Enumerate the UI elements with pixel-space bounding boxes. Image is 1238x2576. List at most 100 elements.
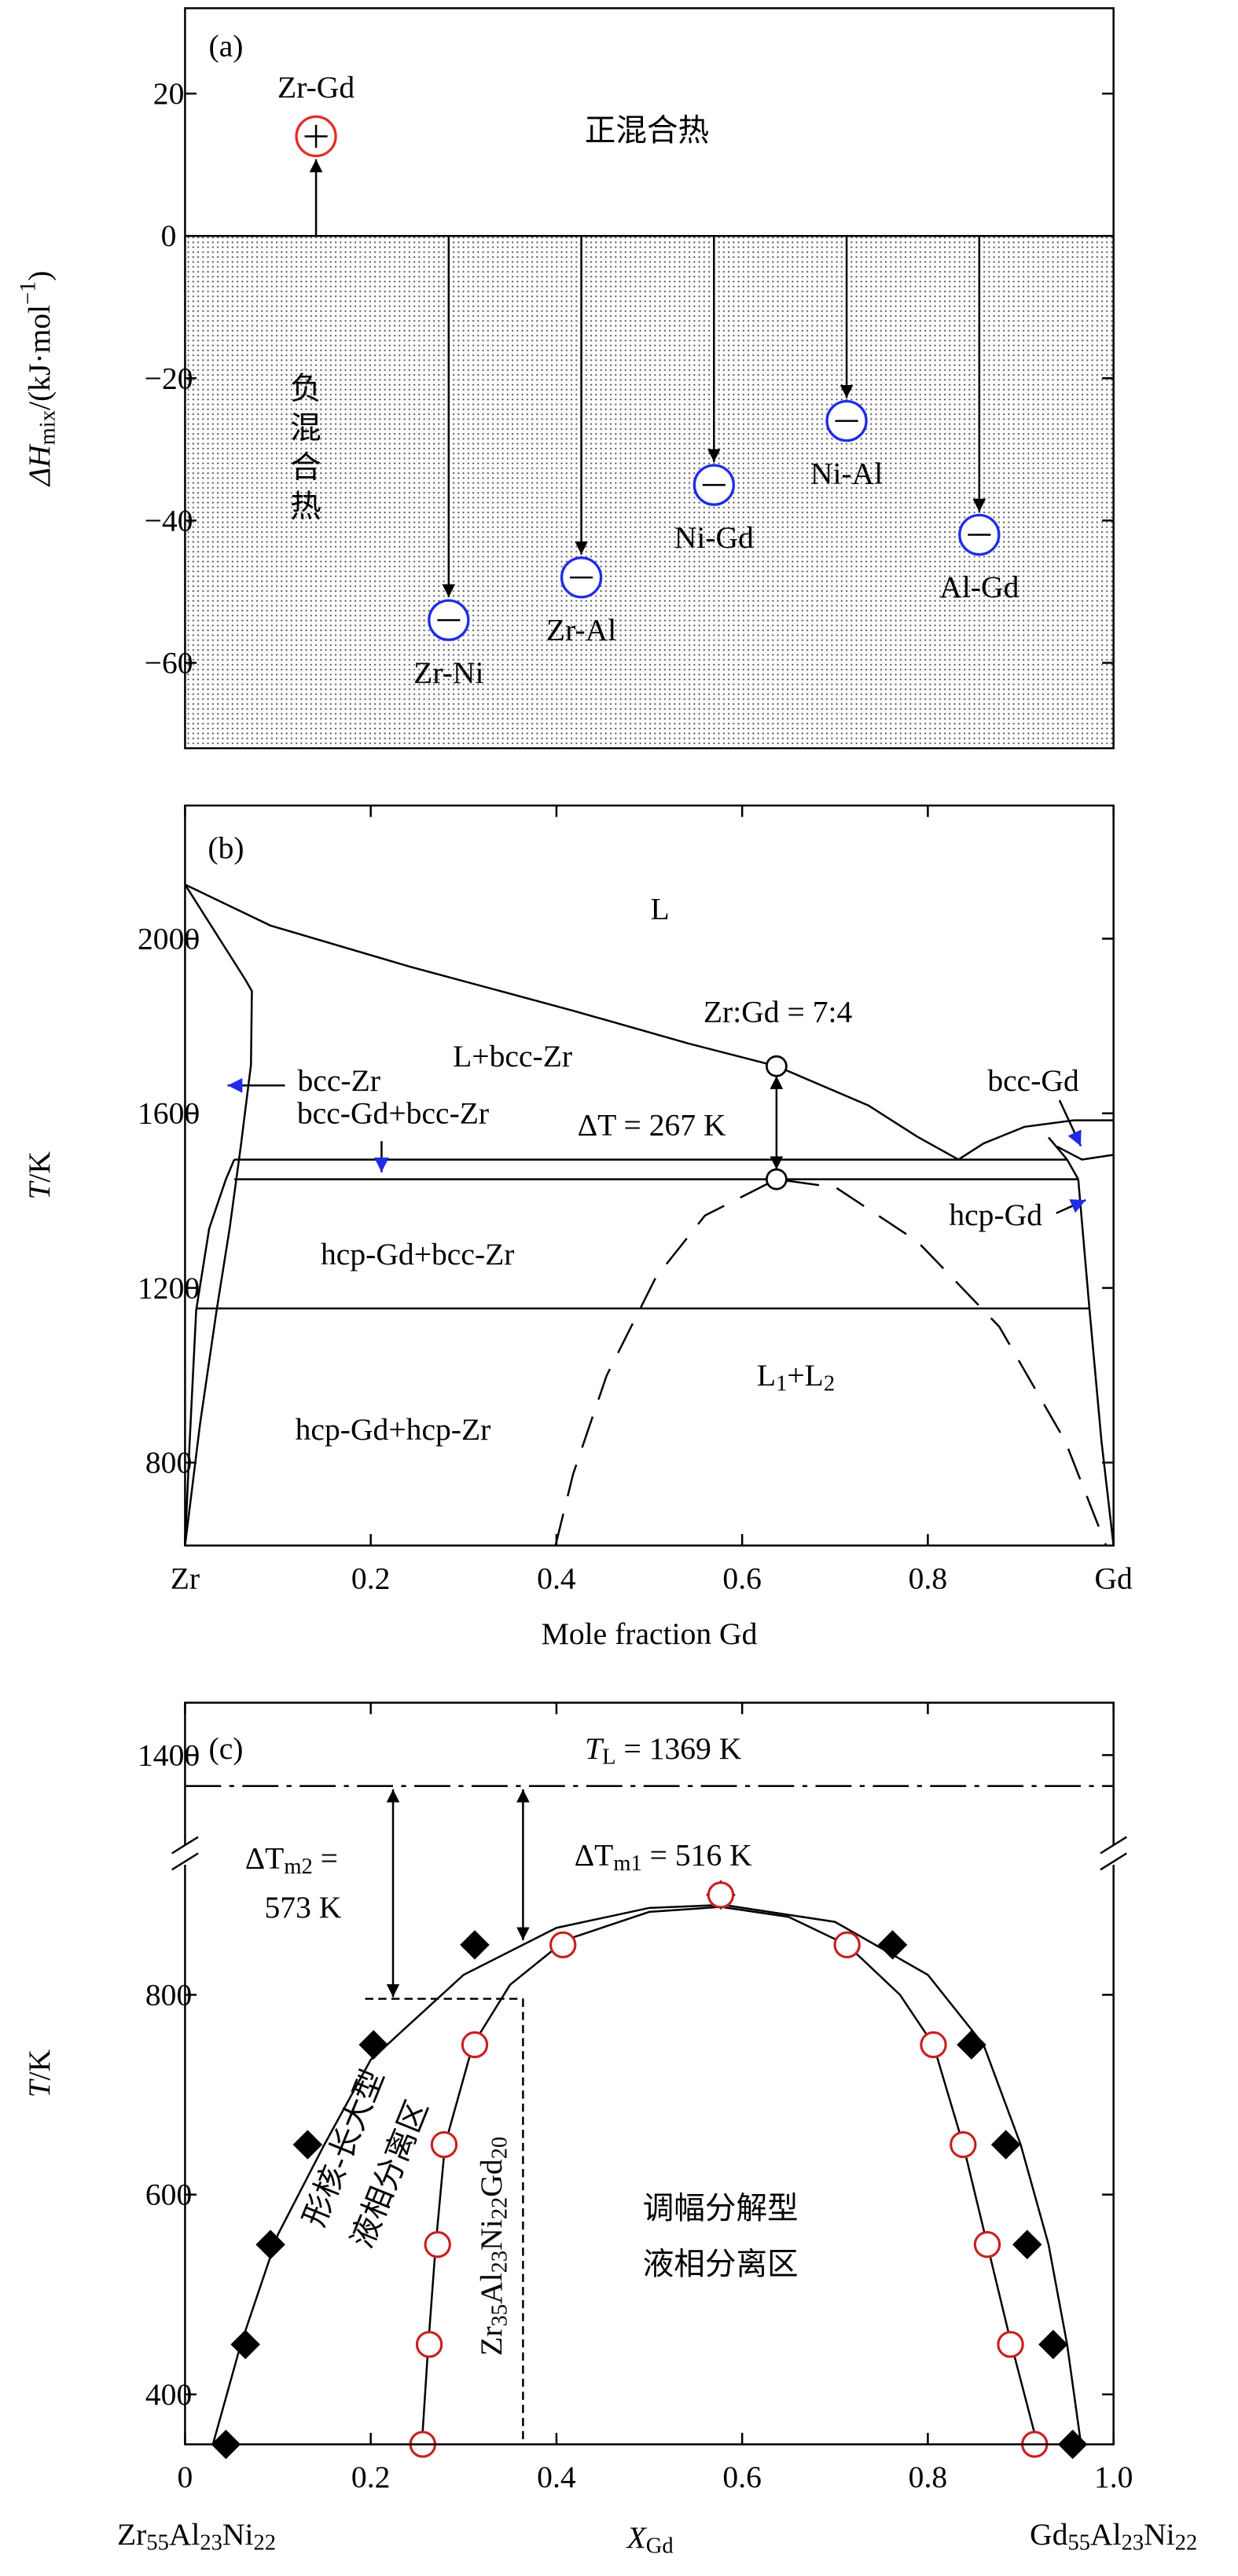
annotation-part: =: [313, 1841, 338, 1876]
annotation: 负混合热: [285, 372, 320, 529]
annotation-part: Zr: [117, 2517, 146, 2552]
axis-break: [1100, 1852, 1127, 1871]
phase-boundary: [1056, 1145, 1114, 1161]
x-tick-label: 0.4: [537, 2460, 576, 2494]
annotation: bcc-Zr: [298, 1063, 380, 1098]
circle-marker: [461, 2031, 489, 2059]
y-axis-label-part: /K: [22, 1151, 57, 1183]
x-tick-label: 0.8: [909, 2460, 947, 2494]
annotation-part: 22: [487, 2197, 512, 2220]
panel-label: (a): [209, 28, 244, 63]
diamond-marker: [358, 2030, 388, 2060]
annotation: 正混合热: [585, 114, 709, 149]
y-axis-label-part: T: [22, 1180, 57, 1200]
point-label: Ni-Gd: [674, 520, 754, 555]
axis-break: [171, 1852, 199, 1871]
annotation: 573 K: [264, 1890, 341, 1925]
circle-marker: [549, 1931, 577, 1959]
annotation: Zr35Al23Ni22Gd20: [474, 2137, 512, 2356]
miscibility-gap: [554, 1178, 1108, 1547]
y-tick-label: 1600: [138, 1096, 200, 1131]
plot-frame: [184, 1701, 1115, 2446]
x-tick-label: Zr: [171, 1561, 200, 1595]
annotation-part: Gd: [1030, 2517, 1068, 2552]
y-axis-label-part: mix: [35, 410, 60, 445]
x-tick-label: 1.0: [1094, 2460, 1133, 2494]
x-tick-label: Gd: [1094, 1561, 1133, 1595]
point: [766, 1168, 788, 1191]
x-tick-label: 0.6: [722, 2460, 761, 2494]
annotation: ΔT = 267 K: [578, 1107, 726, 1142]
fit-curve: [421, 1906, 1039, 2445]
annotation-part: Zr: [474, 2326, 509, 2355]
point-label: Zr-Al: [546, 612, 616, 647]
panel-label: (c): [209, 1731, 244, 1766]
fit-curve: [211, 1903, 1082, 2445]
annotation: bcc-Gd+bcc-Zr: [297, 1096, 489, 1131]
annotation-part: = 516 K: [642, 1837, 752, 1872]
y-tick-label: −40: [145, 503, 193, 538]
x-tick-label: 0.2: [351, 1561, 390, 1595]
y-axis-label-part: ΔH: [22, 443, 57, 487]
point-label: Al-Gd: [939, 570, 1019, 604]
panel-label: (b): [208, 831, 244, 865]
diamond-marker: [255, 2229, 285, 2259]
annotation-part: 2: [824, 1371, 835, 1396]
y-tick-label: 1400: [138, 1738, 200, 1772]
negative-region: [185, 236, 1114, 749]
y-axis-label: ΔHmix/(kJ·mol−1): [16, 270, 60, 487]
diamond-marker: [990, 2130, 1021, 2160]
y-axis-label-part: T: [22, 2078, 57, 2097]
circle-marker: [973, 2231, 1001, 2259]
annotation-part: Ni: [222, 2517, 254, 2552]
phase-boundary: [184, 1159, 236, 1546]
x-tick-label: 0.8: [909, 1561, 947, 1595]
phase-boundary: [184, 883, 1114, 1161]
x-tick-label: 0: [178, 2460, 193, 2494]
point: [766, 1055, 788, 1077]
annotation-part: 22: [1175, 2530, 1198, 2555]
annotation: 液相分离区: [643, 2247, 799, 2281]
annotation-part: 23: [1122, 2530, 1144, 2555]
annotation: L: [650, 891, 669, 926]
x-axis-label: Mole fraction Gd: [542, 1616, 758, 1651]
x-axis-label-part: Gd: [646, 2534, 674, 2558]
diamond-marker: [877, 1930, 908, 1960]
point-label: Ni-Al: [810, 456, 883, 490]
annotation-part: 23: [487, 2251, 512, 2273]
annotation: ΔTm1 = 516 K: [575, 1837, 752, 1875]
annotation-part: 1: [776, 1371, 787, 1396]
annotation: Zr55Al23Ni22: [117, 2517, 276, 2555]
y-axis-label: T/K: [22, 1151, 57, 1200]
diamond-marker: [292, 2130, 323, 2160]
annotation-part: 55: [1068, 2530, 1091, 2555]
diamond-marker: [1012, 2229, 1042, 2259]
annotation-part: Gd: [474, 2159, 509, 2197]
y-axis-label-part: ): [22, 270, 57, 281]
annotation: hcp-Gd+hcp-Zr: [296, 1412, 491, 1447]
annotation-part: T: [585, 1731, 604, 1766]
y-axis-label: T/K: [22, 2049, 57, 2097]
y-tick-label: 400: [145, 2377, 192, 2412]
annotation: bcc-Gd: [987, 1063, 1079, 1098]
annotation-part: +L: [787, 1358, 824, 1393]
annotation: Zr:Gd = 7:4: [703, 995, 853, 1029]
circle-marker: [707, 1881, 735, 1909]
diamond-marker: [230, 2329, 260, 2360]
annotation: 调幅分解型: [643, 2191, 799, 2226]
annotation-part: m2: [284, 1855, 312, 1879]
axis-break: [1100, 1836, 1127, 1855]
y-tick-label: 800: [145, 1977, 192, 2012]
annotation: L1+L2: [757, 1358, 835, 1396]
annotation-part: Al: [169, 2517, 200, 2552]
annotation-part: m1: [613, 1851, 641, 1875]
axis-break: [171, 1836, 199, 1855]
annotation-arrow: [1058, 1099, 1082, 1147]
annotation-part: 55: [146, 2530, 169, 2555]
diamond-marker: [1038, 2329, 1068, 2360]
annotation-part: Al: [1090, 2517, 1122, 2552]
diamond-marker: [957, 2030, 986, 2060]
x-axis-label-part: X: [626, 2520, 648, 2555]
phase-boundary: [184, 883, 253, 1546]
annotation: ΔTm2 =: [245, 1841, 338, 1879]
